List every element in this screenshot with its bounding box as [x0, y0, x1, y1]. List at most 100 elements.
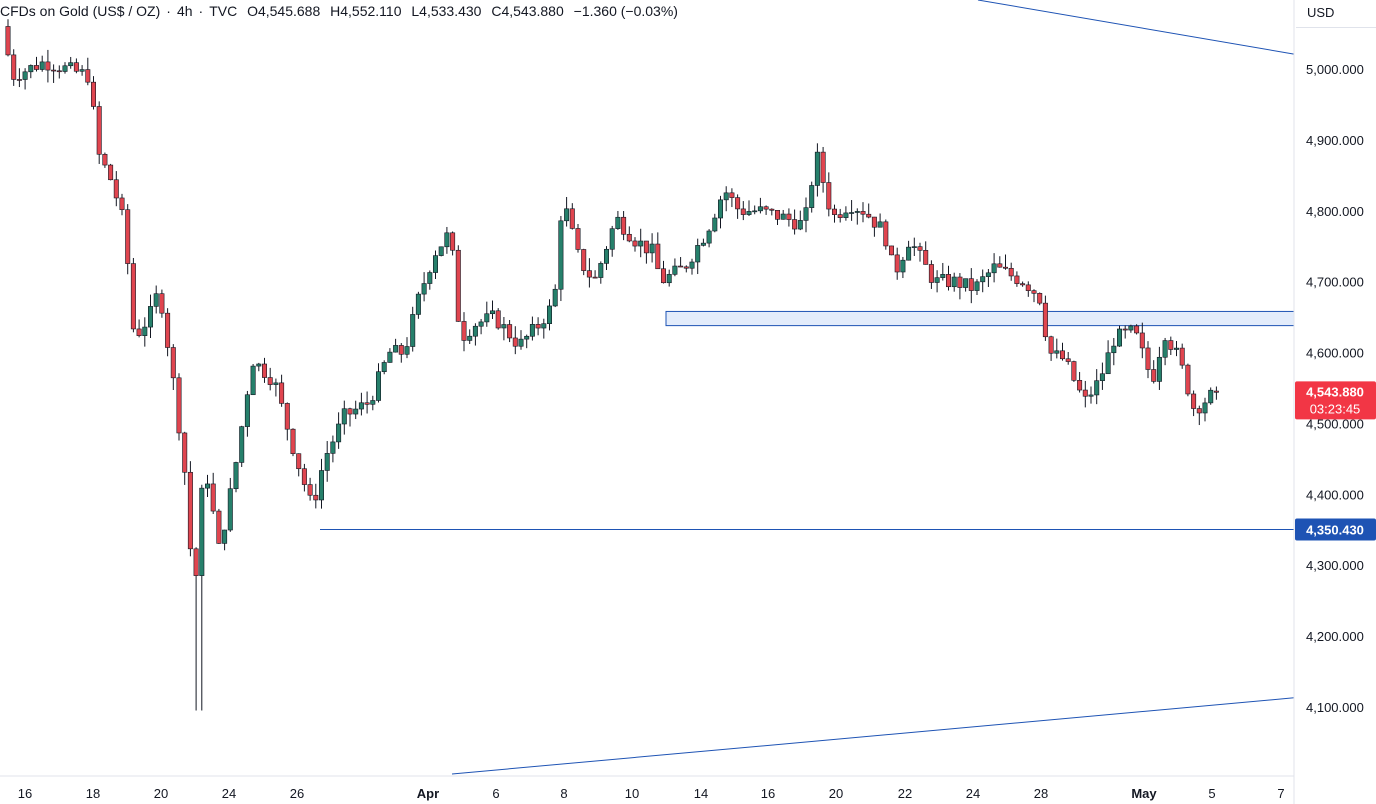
candle-body	[1117, 328, 1123, 347]
candle	[1002, 254, 1008, 270]
y-tick-label: 4,500.000	[1306, 416, 1364, 431]
candle	[746, 200, 752, 216]
candle	[1213, 386, 1219, 400]
candle	[1134, 324, 1140, 335]
candle-body	[666, 274, 672, 284]
candle-body	[1213, 390, 1219, 393]
ohlc-change: −1.360 (−0.03%)	[573, 3, 678, 19]
candle-body	[564, 208, 570, 222]
interval-label[interactable]: 4h	[176, 3, 193, 19]
candle	[136, 319, 142, 338]
candle-body	[130, 263, 136, 330]
x-tick-label: 10	[625, 786, 639, 801]
candle	[649, 233, 655, 263]
candle	[193, 547, 199, 711]
candle-body	[546, 305, 552, 324]
candle-body	[586, 270, 592, 278]
candle	[968, 268, 974, 304]
candle-body	[33, 65, 39, 70]
candle-body	[375, 371, 381, 401]
candle	[216, 508, 222, 544]
candle-body	[866, 213, 872, 218]
candle-body	[176, 377, 182, 434]
candle-body	[153, 293, 159, 307]
candle-body	[62, 65, 68, 72]
candle-body	[609, 228, 615, 250]
candle-body	[1082, 389, 1088, 397]
candle	[518, 330, 524, 350]
y-tick-label: 4,100.000	[1306, 700, 1364, 715]
candle-body	[524, 335, 530, 340]
candle-body	[1151, 369, 1157, 382]
candle-body	[205, 483, 211, 489]
candle-body	[472, 325, 478, 337]
candle-body	[102, 153, 108, 166]
candle	[814, 143, 820, 197]
candle	[353, 400, 359, 420]
x-tick-label: 24	[966, 786, 980, 801]
candle	[73, 58, 79, 74]
candle	[1122, 325, 1128, 339]
candle	[894, 247, 900, 280]
candle	[341, 400, 347, 435]
candle	[1020, 281, 1026, 287]
candle-body	[934, 277, 940, 283]
candle-body	[1008, 267, 1014, 277]
candle-body	[244, 394, 250, 427]
candle	[244, 390, 250, 437]
candle-body	[1168, 340, 1174, 350]
candle-body	[854, 211, 860, 213]
candle	[564, 196, 570, 227]
candle	[672, 258, 678, 277]
candle-body	[814, 151, 820, 186]
candle	[79, 65, 85, 76]
candle-body	[603, 248, 609, 264]
currency-selector[interactable]: USD	[1296, 0, 1376, 28]
candle	[643, 240, 649, 264]
candle-body	[273, 382, 279, 385]
candle-body	[222, 529, 228, 544]
candle	[529, 316, 535, 341]
candle-body	[797, 220, 803, 230]
candle-body	[820, 151, 826, 183]
candle	[404, 337, 410, 359]
candle-body	[136, 328, 142, 336]
candle-body	[1077, 380, 1083, 391]
candle-body	[1162, 340, 1168, 358]
candle	[398, 343, 404, 363]
candle	[1054, 338, 1060, 359]
time-axis[interactable]: 16 18 20 24 26 Apr 6 8 10 14 16 20 22 24 28 May 5 7	[0, 775, 1294, 801]
candle	[934, 270, 940, 293]
candle-body	[313, 494, 319, 501]
current-price-label: 4,543.880	[1306, 384, 1364, 399]
candle	[205, 474, 211, 498]
candle-body	[68, 62, 74, 67]
candle	[324, 441, 330, 482]
candle	[757, 197, 763, 214]
candle	[1065, 351, 1071, 365]
candle-body	[318, 470, 324, 501]
candle-body	[330, 441, 336, 454]
candles-layer	[5, 19, 1219, 711]
candle	[712, 213, 718, 233]
candle-body	[427, 272, 433, 284]
candle	[991, 253, 997, 283]
candle-body	[871, 216, 877, 228]
candle	[39, 55, 45, 72]
candle	[980, 269, 986, 293]
price-axis[interactable]: 4,100.000 4,200.000 4,300.000 4,400.000 4,50…	[1293, 0, 1364, 804]
candle-body	[1139, 332, 1145, 349]
candle-body	[387, 351, 393, 363]
candle	[159, 289, 165, 318]
candle	[267, 367, 273, 391]
y-tick-label: 4,200.000	[1306, 629, 1364, 644]
candle-body	[455, 249, 461, 322]
symbol-title[interactable]: CFDs on Gold (US$ / OZ)	[0, 3, 161, 19]
candle-body	[1020, 283, 1026, 286]
candle	[364, 391, 370, 414]
candle-body	[381, 362, 387, 373]
candle	[347, 407, 353, 427]
candle-body	[1088, 394, 1094, 397]
